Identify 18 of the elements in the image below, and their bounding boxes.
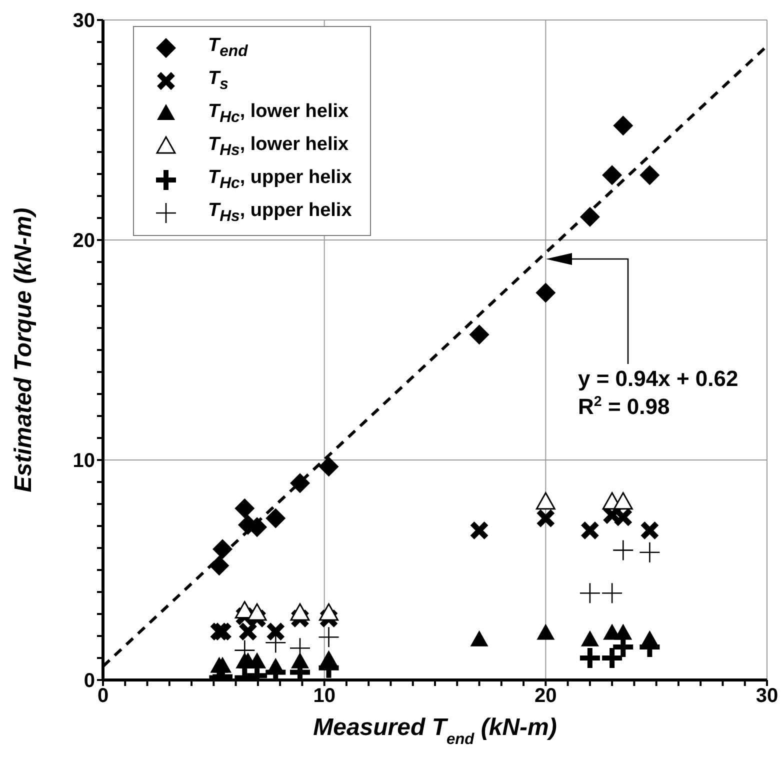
legend-label: T$_{Hc}$, upper helix [208,166,352,192]
y-tick-label: 10 [72,450,95,472]
y-tick-label: 0 [84,670,95,692]
x-tick-label: 30 [756,685,778,708]
x-tick-label: 0 [97,685,109,708]
x-axis-title: Measured T$_{end}$ (kN-m) [313,714,557,748]
y-tick-label: 30 [72,10,95,32]
legend-label: T$_{Hs}$, lower helix [208,134,349,158]
y-tick-label: 20 [72,230,95,252]
legend-label: T$_{Hs}$, upper helix [208,200,352,224]
legend-label: T$_{Hc}$, lower helix [208,100,349,126]
annotation: y = 0.94x + 0.62 [578,366,738,391]
y-axis-title: Estimated Torque (kN-m) [10,208,37,492]
x-tick-label: 20 [534,685,557,708]
x-tick-label: 10 [313,685,336,708]
annotation: R$^{2}$ = 0.98 [578,394,670,419]
legend-label: T$_{s}$ [208,68,228,92]
legend-label: T$_{end}$ [208,34,248,60]
